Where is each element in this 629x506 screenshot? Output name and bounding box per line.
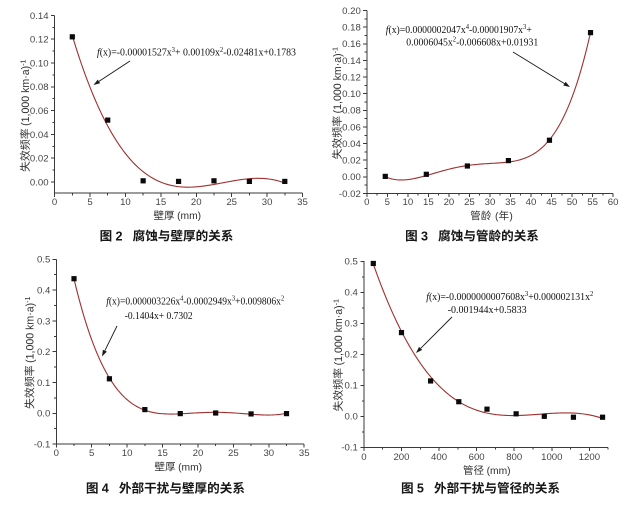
svg-text:30: 30 bbox=[485, 197, 496, 208]
svg-text:0.00: 0.00 bbox=[30, 177, 49, 188]
svg-text:15: 15 bbox=[423, 197, 434, 208]
svg-text:50: 50 bbox=[567, 197, 578, 208]
svg-text:0.2: 0.2 bbox=[345, 350, 358, 361]
svg-text:3: 3 bbox=[421, 229, 428, 243]
svg-text:0.08: 0.08 bbox=[342, 106, 361, 117]
svg-text:10: 10 bbox=[120, 197, 131, 208]
svg-text:0.08: 0.08 bbox=[30, 82, 49, 93]
svg-text:400: 400 bbox=[431, 452, 447, 463]
svg-text:20: 20 bbox=[193, 448, 204, 459]
svg-text:20: 20 bbox=[444, 197, 455, 208]
svg-text:0.4: 0.4 bbox=[37, 286, 51, 297]
svg-text:(1,000 km·a)-1: (1,000 km·a)-1 bbox=[331, 47, 345, 113]
svg-text:(mm): (mm) bbox=[178, 462, 202, 473]
svg-text:0.04: 0.04 bbox=[342, 139, 361, 150]
svg-text:1200: 1200 bbox=[579, 452, 600, 463]
svg-text:0.1: 0.1 bbox=[345, 381, 358, 392]
svg-text:0.3: 0.3 bbox=[345, 319, 358, 330]
svg-text:(mm): (mm) bbox=[487, 466, 511, 477]
svg-text:600: 600 bbox=[469, 452, 485, 463]
svg-text:0.04: 0.04 bbox=[30, 130, 49, 141]
svg-text:(: ( bbox=[495, 211, 499, 222]
svg-text:15: 15 bbox=[156, 197, 167, 208]
svg-text:0.0: 0.0 bbox=[345, 412, 358, 423]
svg-text:15: 15 bbox=[157, 448, 168, 459]
svg-text:0: 0 bbox=[361, 452, 366, 463]
svg-text:0.5: 0.5 bbox=[37, 255, 50, 266]
svg-text:1000: 1000 bbox=[541, 452, 562, 463]
svg-text:5: 5 bbox=[87, 197, 92, 208]
svg-text:0.06: 0.06 bbox=[342, 122, 361, 133]
svg-text:-0.02: -0.02 bbox=[339, 189, 361, 200]
svg-text:-0.001944x+0.5833: -0.001944x+0.5833 bbox=[448, 305, 527, 316]
svg-text:f(x)=-0.00001527x3​+ 0.00109x2: f(x)=-0.00001527x3​+ 0.00109x2​-0.02481x… bbox=[97, 47, 296, 59]
svg-text:60: 60 bbox=[608, 197, 619, 208]
svg-text:2: 2 bbox=[116, 229, 123, 243]
svg-text:0.12: 0.12 bbox=[342, 72, 361, 83]
svg-text:0.20: 0.20 bbox=[342, 6, 361, 17]
svg-text:35: 35 bbox=[299, 448, 310, 459]
svg-text:30: 30 bbox=[263, 448, 274, 459]
svg-text:(mm): (mm) bbox=[177, 211, 201, 222]
svg-text:0.4: 0.4 bbox=[345, 288, 359, 299]
svg-text:45: 45 bbox=[546, 197, 557, 208]
svg-text:0.10: 0.10 bbox=[342, 89, 361, 100]
svg-text:0.0: 0.0 bbox=[37, 409, 50, 420]
svg-text:0.16: 0.16 bbox=[342, 39, 361, 50]
svg-text:55: 55 bbox=[587, 197, 598, 208]
svg-text:0.00: 0.00 bbox=[342, 172, 361, 183]
svg-text:0.5: 0.5 bbox=[345, 257, 358, 268]
svg-text:0.1: 0.1 bbox=[37, 378, 50, 389]
svg-text:25: 25 bbox=[464, 197, 475, 208]
svg-text:(1,000 km·a)-1: (1,000 km·a)-1 bbox=[23, 296, 37, 362]
svg-text:0: 0 bbox=[54, 448, 59, 459]
svg-text:-0.1: -0.1 bbox=[34, 440, 51, 451]
svg-text:0.14: 0.14 bbox=[30, 11, 49, 22]
svg-text:(1,000 km·a)-1: (1,000 km·a)-1 bbox=[19, 59, 33, 125]
svg-text:0.0006045x2​-0.006608x+0.01931: 0.0006045x2​-0.006608x+0.01931 bbox=[406, 37, 538, 49]
svg-text:800: 800 bbox=[506, 452, 522, 463]
svg-text:0.10: 0.10 bbox=[30, 58, 49, 69]
svg-text:0: 0 bbox=[364, 197, 369, 208]
svg-text:40: 40 bbox=[526, 197, 537, 208]
svg-text:0: 0 bbox=[52, 197, 57, 208]
svg-text:0.02: 0.02 bbox=[342, 156, 361, 167]
svg-text:4: 4 bbox=[102, 482, 109, 496]
svg-text:5: 5 bbox=[385, 197, 390, 208]
svg-text:-0.1404x+ 0.7302: -0.1404x+ 0.7302 bbox=[125, 311, 193, 322]
svg-text:f(x)=-0.0000000007608x3​+0.000: f(x)=-0.0000000007608x3​+0.000002131x2​ bbox=[426, 291, 594, 303]
svg-text:-0.1: -0.1 bbox=[341, 443, 358, 454]
svg-text:10: 10 bbox=[122, 448, 133, 459]
svg-text:25: 25 bbox=[228, 448, 239, 459]
svg-text:5: 5 bbox=[89, 448, 94, 459]
svg-text:0.2: 0.2 bbox=[37, 347, 50, 358]
svg-text:30: 30 bbox=[262, 197, 273, 208]
svg-text:20: 20 bbox=[191, 197, 202, 208]
svg-text:0.12: 0.12 bbox=[30, 35, 49, 46]
svg-text:0.14: 0.14 bbox=[342, 56, 361, 67]
svg-text:): ) bbox=[509, 211, 512, 222]
svg-text:f(x)=0.000003226x4​-0.0002949x: f(x)=0.000003226x4​-0.0002949x3​+0.00980… bbox=[106, 296, 285, 308]
svg-text:35: 35 bbox=[505, 197, 516, 208]
svg-text:10: 10 bbox=[403, 197, 414, 208]
svg-text:0.18: 0.18 bbox=[342, 23, 361, 34]
svg-text:25: 25 bbox=[226, 197, 237, 208]
svg-text:35: 35 bbox=[297, 197, 308, 208]
svg-text:0.3: 0.3 bbox=[37, 316, 50, 327]
svg-text:200: 200 bbox=[393, 452, 409, 463]
svg-text:0.06: 0.06 bbox=[30, 106, 49, 117]
svg-text:(1,000 km·a)-1: (1,000 km·a)-1 bbox=[332, 299, 346, 365]
svg-text:5: 5 bbox=[417, 482, 424, 496]
svg-text:0.02: 0.02 bbox=[30, 154, 49, 165]
svg-text:f(x)=0.0000002047x4​-0.0000190: f(x)=0.0000002047x4​-0.00001907x3​+ bbox=[386, 24, 532, 36]
